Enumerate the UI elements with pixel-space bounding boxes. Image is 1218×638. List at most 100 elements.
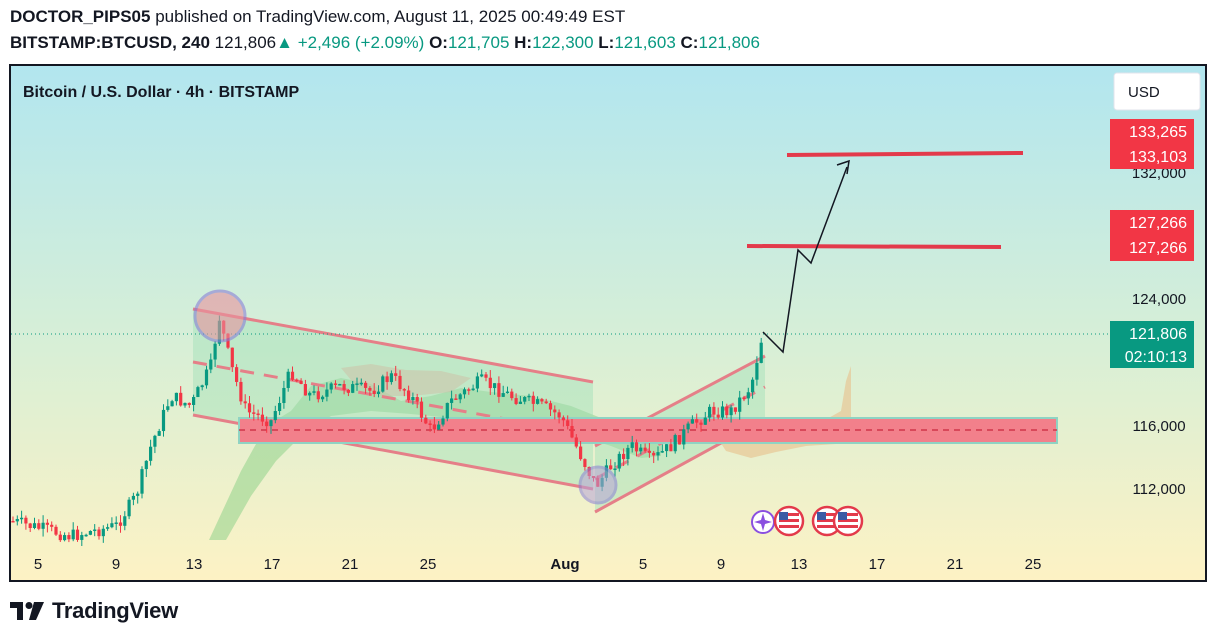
currency-label[interactable]: USD <box>1128 84 1160 101</box>
candle-body <box>574 437 578 447</box>
candle-body <box>660 451 664 453</box>
candle-body <box>505 391 510 394</box>
candle-body <box>127 499 131 517</box>
price-badge-label: 121,806 <box>1129 326 1187 343</box>
y-tick-label: 112,000 <box>1132 481 1185 498</box>
candle-body <box>424 417 428 424</box>
candle-body <box>613 468 617 471</box>
price-chart[interactable]: Bitcoin / U.S. Dollar · 4h · BITSTAMP US… <box>11 66 1205 580</box>
us-flag-icon[interactable] <box>773 505 805 537</box>
chart-frame[interactable]: Bitcoin / U.S. Dollar · 4h · BITSTAMP US… <box>9 64 1207 582</box>
candle-body <box>389 373 393 383</box>
candle-body <box>37 523 41 529</box>
candle-body <box>419 401 424 418</box>
x-tick-label: 5 <box>34 556 42 573</box>
x-tick-label: 25 <box>1025 556 1042 573</box>
candle-body <box>110 523 114 528</box>
candle-body <box>445 402 449 419</box>
candle-body <box>647 450 651 453</box>
author-name[interactable]: DOCTOR_PIPS05 <box>10 7 151 26</box>
candle-body <box>153 435 157 447</box>
price-badge-label: 133,265 <box>1129 124 1187 141</box>
y-tick-label: 124,000 <box>1132 291 1186 308</box>
us-flag-icon[interactable] <box>832 505 864 537</box>
candle-body <box>669 444 673 452</box>
candle-body <box>269 420 273 427</box>
symbol-label[interactable]: BITSTAMP:BTCUSD, 240 <box>10 33 210 52</box>
candle-body <box>174 392 178 402</box>
currency-button[interactable]: USD <box>1113 72 1201 111</box>
candle-body <box>41 522 45 529</box>
candle-body <box>235 367 239 382</box>
y-axis[interactable]: 132,000 124,000 116,000 112,000 <box>1132 165 1186 498</box>
footer-brand[interactable]: TradingView <box>52 598 178 623</box>
candle-body <box>299 380 303 385</box>
candle-body <box>475 376 479 389</box>
candle-body <box>28 523 32 529</box>
candle-body <box>131 495 135 500</box>
candle-body <box>312 391 316 393</box>
candle-body <box>265 421 269 427</box>
candle-body <box>359 382 363 385</box>
candle-body <box>720 406 725 418</box>
candle-body <box>686 423 690 430</box>
low-value: 121,603 <box>614 33 676 52</box>
price-change: +2,496 (+2.09%) <box>297 33 425 52</box>
candle-body <box>239 381 243 402</box>
tradingview-logo-icon[interactable] <box>10 602 44 620</box>
price-badge-label: 127,266 <box>1129 240 1187 257</box>
candle-body <box>738 397 742 412</box>
close-value: 121,806 <box>698 33 760 52</box>
candle-body <box>252 412 256 414</box>
candle-body <box>609 465 613 470</box>
high-label: H: <box>514 33 533 52</box>
us-flag-icon[interactable] <box>811 505 843 537</box>
candle-body <box>510 391 514 399</box>
candle-body <box>471 388 475 391</box>
candle-body <box>24 517 28 524</box>
price-badge <box>1110 119 1194 144</box>
candle-body <box>639 447 643 452</box>
x-tick-label: 9 <box>112 556 120 573</box>
low-label: L: <box>598 33 615 52</box>
candle-body <box>553 409 557 413</box>
candle-body <box>682 429 686 445</box>
candle-body <box>71 529 75 540</box>
candle-body <box>652 452 656 456</box>
price-badge <box>1110 210 1194 235</box>
candle-body <box>149 446 153 461</box>
candle-body <box>351 384 355 393</box>
candle-body <box>303 384 307 396</box>
candle-body <box>746 392 750 399</box>
candle-body <box>243 401 247 404</box>
last-price: 121,806 <box>214 33 277 52</box>
candle-body <box>480 374 484 377</box>
x-tick-label: Aug <box>550 556 579 573</box>
swing-high-circle <box>193 289 247 343</box>
candle-body <box>32 523 37 529</box>
event-icons[interactable] <box>751 505 864 537</box>
candle-body <box>411 397 415 401</box>
candle-body <box>759 342 763 363</box>
x-tick-label: 13 <box>791 556 808 573</box>
price-badge-label: 127,266 <box>1129 215 1187 232</box>
candle-body <box>708 406 712 418</box>
candle-body <box>333 383 338 385</box>
candle-body <box>230 347 234 368</box>
candle-body <box>166 406 170 410</box>
x-tick-label: 5 <box>639 556 647 573</box>
candle-body <box>570 425 574 438</box>
sparkle-icon[interactable] <box>751 510 775 534</box>
x-axis[interactable]: 5 9 13 17 21 25 Aug 5 9 13 17 21 25 <box>34 556 1042 573</box>
candle-body <box>192 397 196 405</box>
up-triangle-icon: ▲ <box>276 33 293 52</box>
candle-body <box>540 399 544 402</box>
publish-text: published on TradingView.com, August 11,… <box>155 7 626 26</box>
candle-body <box>346 389 350 393</box>
chart-title: Bitcoin / U.S. Dollar · 4h · BITSTAMP <box>23 84 299 101</box>
price-badge <box>1110 235 1194 261</box>
candle-body <box>97 529 101 537</box>
ohlc-bar: BITSTAMP:BTCUSD, 240 121,806▲ +2,496 (+2… <box>10 33 760 53</box>
candle-body <box>385 376 389 383</box>
candle-body <box>579 446 583 460</box>
